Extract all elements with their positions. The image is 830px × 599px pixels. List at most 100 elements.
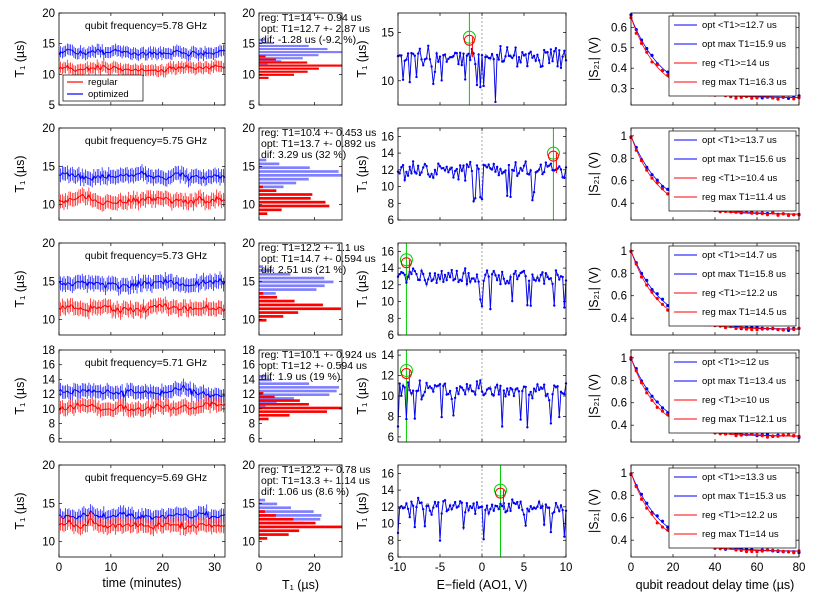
efield-point — [460, 501, 464, 504]
efield-point — [521, 169, 524, 172]
efield-point — [457, 178, 460, 181]
efield-point — [401, 271, 405, 275]
efield-panel: 10 15 T₁ (µs) — [355, 12, 568, 106]
efield-point — [415, 75, 418, 79]
efield-point — [531, 397, 534, 400]
efield-point — [529, 390, 532, 394]
efield-point — [504, 282, 507, 285]
regular-decay-point — [639, 497, 644, 501]
t1-axis-label: T₁ (µs) — [13, 377, 27, 414]
optimized-decay-point — [655, 178, 659, 182]
optimized-hist-bar — [259, 38, 266, 41]
y-tick-label: 10 — [242, 537, 255, 549]
efield-point — [541, 271, 544, 274]
y-tick-label: 15 — [242, 276, 255, 288]
regular-hist-bar — [259, 529, 300, 533]
efield-point — [455, 167, 458, 171]
efield-point — [495, 505, 499, 508]
fit-summary-line: dif: 2.51 us (21 %) — [261, 264, 346, 276]
optimized-hist-bar — [259, 60, 282, 63]
frequency-label: qubit frequency=5.69 GHz — [85, 472, 207, 484]
efield-point — [544, 394, 548, 397]
efield-point — [558, 165, 561, 168]
axes-frame — [58, 242, 226, 336]
efield-point — [506, 46, 509, 49]
regular-decay-point — [666, 192, 670, 196]
legend-box — [668, 352, 797, 434]
efield-point — [452, 279, 455, 282]
efield-point — [514, 161, 517, 164]
efield-point — [548, 164, 551, 167]
efield-point — [559, 168, 563, 171]
y-tick-label: 10 — [381, 519, 394, 531]
optimized-hist-bar — [259, 44, 309, 48]
optimized-hist-bar — [259, 400, 277, 404]
efield-point — [490, 52, 494, 56]
regular-decay-point — [650, 512, 654, 516]
frequency-label: qubit frequency=5.78 GHz — [85, 20, 207, 32]
timeseries-panel: 6 8 10 12 14 16 18 qubit frequency=5.71 GHz T₁ (… — [13, 345, 226, 445]
efield-point — [516, 500, 519, 504]
s21-axis-label: |S₂₁| (V) — [587, 489, 601, 533]
efield-point — [432, 82, 435, 86]
efield-point — [522, 513, 526, 516]
regular-hist-bar — [259, 295, 278, 299]
efield-point — [465, 163, 469, 166]
efield-point — [428, 58, 432, 61]
y-tick-label: 15 — [242, 161, 255, 173]
optimized-hist-bar — [259, 174, 342, 177]
regular-decay-point — [781, 549, 785, 553]
efield-point — [526, 304, 529, 307]
efield-point — [420, 58, 423, 61]
efield-point — [408, 515, 411, 519]
t1-axis-label: T₁ (µs) — [355, 377, 369, 414]
efield-point — [465, 383, 469, 386]
efield-point — [484, 508, 487, 512]
efield-point — [467, 388, 470, 391]
regular-decay-point — [744, 327, 749, 331]
efield-point — [497, 393, 500, 396]
y-tick-label: 10 — [381, 182, 394, 194]
regular-hist-bar — [259, 208, 282, 212]
legend-entry: reg <T1>=10 us — [702, 395, 770, 406]
y-tick-label: 14 — [381, 350, 394, 362]
efield-point — [425, 164, 428, 168]
y-tick-label: 12 — [381, 165, 394, 177]
efield-point — [492, 269, 495, 273]
y-tick-label: 0.4 — [611, 313, 628, 325]
legend-entry: reg <T1>=14 us — [702, 58, 770, 69]
regular-decay-point — [655, 181, 659, 185]
y-tick-label: 20 — [42, 123, 55, 135]
efield-point — [487, 163, 490, 166]
efield-point — [438, 165, 442, 168]
optimum-circle-green — [399, 253, 413, 267]
efield-point — [537, 168, 541, 171]
optimized-decay-point — [666, 187, 670, 191]
efield-point — [511, 56, 514, 60]
efield-point — [484, 164, 487, 167]
y-tick-label: 8 — [388, 411, 394, 423]
efield-point — [475, 273, 479, 276]
y-tick-label: 6 — [388, 552, 394, 564]
regular-decay-point — [776, 213, 780, 217]
efield-point — [447, 171, 450, 174]
efield-point — [445, 278, 448, 282]
efield-point — [440, 79, 443, 82]
efield-point — [430, 65, 433, 68]
fit-summary-line: dif: 1.9 us (19 %) — [261, 371, 340, 383]
y-tick-label: 10 — [42, 315, 55, 327]
efield-point — [497, 58, 500, 61]
timeseries-data — [59, 504, 225, 537]
efield-point — [474, 280, 477, 283]
regular-hist-bar — [259, 73, 295, 76]
efield-point — [511, 498, 514, 501]
efield-point — [509, 509, 512, 513]
regular-hist-bar — [259, 64, 342, 67]
optimized-hist-bar — [259, 265, 264, 268]
regular-decay-point — [744, 550, 749, 554]
y-tick-label: 6 — [249, 433, 255, 445]
efield-point — [450, 166, 453, 169]
